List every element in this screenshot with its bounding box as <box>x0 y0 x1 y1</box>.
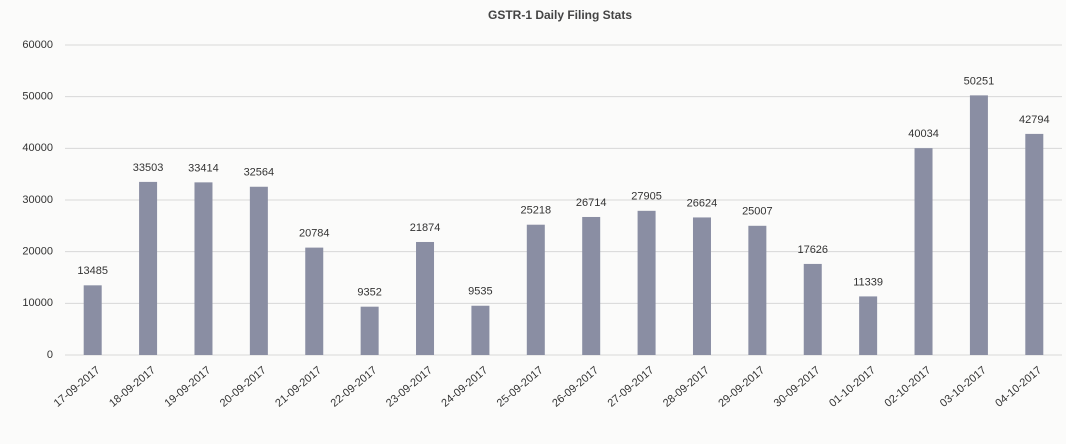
y-tick-label: 20000 <box>22 246 53 258</box>
x-tick-label: 04-10-2017 <box>993 364 1044 409</box>
x-tick-label: 29-09-2017 <box>716 364 767 409</box>
bar <box>748 225 767 355</box>
data-label: 20784 <box>299 228 330 240</box>
chart-title: GSTR-1 Daily Filing Stats <box>488 8 632 22</box>
data-label: 26624 <box>687 197 718 209</box>
bar <box>859 296 878 355</box>
x-tick-label: 26-09-2017 <box>550 364 601 409</box>
bar <box>692 217 711 355</box>
data-label: 25007 <box>742 206 773 218</box>
bar <box>83 285 102 355</box>
bar <box>249 186 268 355</box>
data-label: 25218 <box>521 205 552 217</box>
x-tick-label: 27-09-2017 <box>606 364 657 409</box>
bar <box>194 182 213 355</box>
x-tick-label: 20-09-2017 <box>218 364 269 409</box>
bar <box>526 224 545 355</box>
data-label: 33414 <box>188 162 219 174</box>
bar <box>139 181 158 355</box>
data-label: 13485 <box>77 265 108 277</box>
data-label: 32564 <box>244 167 275 179</box>
x-tick-label: 22-09-2017 <box>329 364 380 409</box>
x-tick-label: 24-09-2017 <box>439 364 490 409</box>
data-label: 9352 <box>357 287 381 299</box>
bar <box>416 241 435 355</box>
bar <box>360 306 379 355</box>
data-label: 9535 <box>468 286 492 298</box>
y-tick-label: 60000 <box>22 39 53 51</box>
x-tick-label: 17-09-2017 <box>52 364 103 409</box>
y-tick-label: 0 <box>47 349 53 361</box>
data-label: 40034 <box>908 128 939 140</box>
bar <box>637 210 656 355</box>
data-label: 27905 <box>631 191 662 203</box>
x-tick-label: 28-09-2017 <box>661 364 712 409</box>
data-label: 11339 <box>853 276 883 288</box>
data-label: 42794 <box>1019 114 1050 126</box>
y-tick-label: 30000 <box>22 194 53 206</box>
data-label: 26714 <box>576 197 607 209</box>
x-tick-label: 21-09-2017 <box>273 364 324 409</box>
x-tick-label: 23-09-2017 <box>384 364 435 409</box>
x-tick-label: 01-10-2017 <box>827 364 878 409</box>
x-tick-label: 02-10-2017 <box>882 364 933 409</box>
x-tick-label: 30-09-2017 <box>772 364 823 409</box>
data-label: 33503 <box>133 162 164 174</box>
y-tick-label: 10000 <box>22 297 53 309</box>
bar <box>914 148 933 355</box>
y-tick-label: 40000 <box>22 142 53 154</box>
bar <box>803 263 822 355</box>
data-label: 50251 <box>964 75 995 87</box>
bar <box>471 305 490 355</box>
bar <box>582 216 601 355</box>
x-tick-label: 18-09-2017 <box>107 364 158 409</box>
x-tick-label: 03-10-2017 <box>938 364 989 409</box>
y-tick-label: 50000 <box>22 91 53 103</box>
bar <box>305 247 324 355</box>
bar <box>1025 133 1044 355</box>
x-tick-label: 19-09-2017 <box>162 364 213 409</box>
x-tick-label: 25-09-2017 <box>495 364 546 409</box>
bar <box>969 95 988 355</box>
data-label: 21874 <box>410 222 441 234</box>
data-label: 17626 <box>797 244 828 256</box>
